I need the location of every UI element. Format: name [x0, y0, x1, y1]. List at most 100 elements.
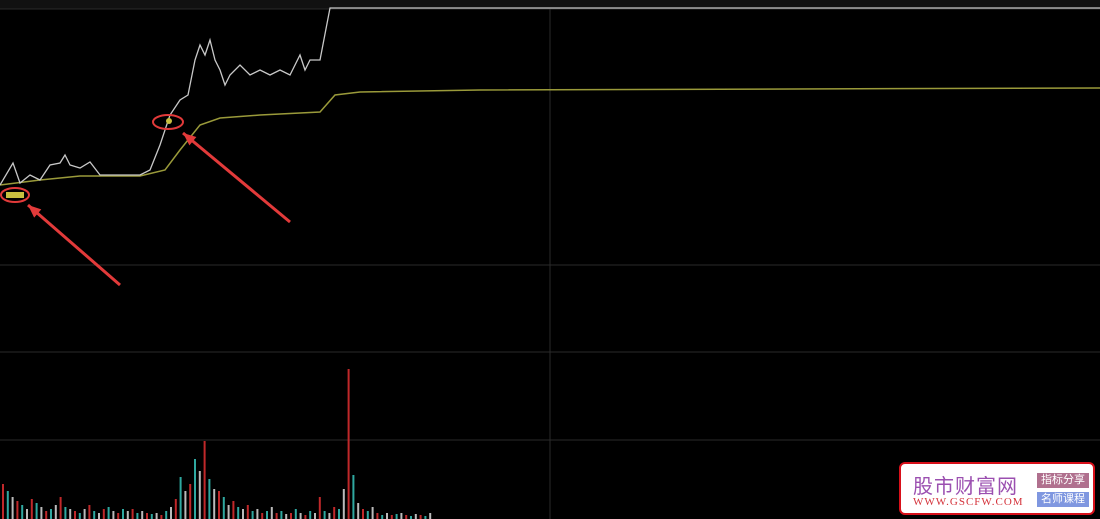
- logo-tag-2: 名师课程: [1037, 492, 1089, 507]
- volume-bar: [174, 499, 177, 519]
- volume-bar: [74, 511, 76, 519]
- volume-bar: [256, 509, 259, 519]
- volume-bar: [333, 507, 336, 519]
- volume-bar: [6, 491, 9, 519]
- volume-bar: [131, 509, 134, 519]
- volume-bar: [381, 515, 384, 519]
- volume-bar: [419, 515, 422, 519]
- volume-bar: [405, 515, 408, 519]
- volume-bar: [112, 511, 115, 519]
- volume-bar: [424, 516, 427, 519]
- volume-bar: [184, 491, 187, 519]
- volume-bar: [198, 471, 201, 519]
- volume-bar: [395, 514, 398, 519]
- volume-bar: [136, 513, 139, 519]
- volume-bar: [16, 501, 19, 519]
- volume-bar: [83, 509, 86, 519]
- volume-bar: [347, 369, 350, 519]
- volume-bar: [237, 507, 240, 519]
- volume-bar: [88, 505, 91, 519]
- volume-bar: [328, 513, 331, 519]
- volume-bar: [78, 513, 81, 519]
- arrow-head-2: [183, 133, 197, 146]
- volume-bar: [342, 489, 345, 519]
- volume-bar: [126, 511, 129, 519]
- volume-bar: [294, 509, 297, 519]
- volume-bar: [93, 511, 96, 519]
- volume-bar: [165, 511, 168, 519]
- price-line: [0, 7, 1100, 186]
- volume-bar: [285, 514, 288, 519]
- volume-bar: [266, 511, 268, 519]
- volume-bar: [218, 491, 220, 519]
- volume-bar: [429, 513, 432, 519]
- volume-bar: [414, 514, 417, 519]
- signal-label-1: [6, 192, 24, 198]
- volume-bar: [352, 475, 355, 519]
- signal-marker-1: [0, 187, 30, 203]
- volume-bar: [251, 511, 254, 519]
- volume-bar: [40, 507, 43, 519]
- volume-bar: [170, 507, 172, 519]
- volume-bar: [21, 505, 24, 519]
- volume-bar: [150, 514, 153, 519]
- volume-bar: [242, 509, 244, 519]
- volume-bar: [362, 509, 364, 519]
- watermark-logo: 股市财富网 WWW.GSCFW.COM 指标分享 名师课程: [899, 462, 1095, 515]
- volume-bar: [318, 497, 321, 519]
- volume-bar: [222, 497, 225, 519]
- volume-bar: [189, 484, 192, 519]
- volume-bar: [54, 505, 57, 519]
- volume-bar: [179, 477, 182, 519]
- volume-bar: [102, 509, 105, 519]
- volume-bar: [203, 441, 206, 519]
- volume-bar: [338, 509, 340, 519]
- volume-bar: [50, 509, 52, 519]
- volume-bar: [45, 511, 48, 519]
- volume-bar: [11, 497, 14, 519]
- volume-bar: [386, 513, 388, 519]
- volume-bar: [213, 489, 216, 519]
- signal-marker-2: [152, 114, 184, 130]
- volume-bar: [194, 459, 196, 519]
- volume-bar: [2, 484, 4, 519]
- logo-url: WWW.GSCFW.COM: [913, 496, 1024, 508]
- volume-bar: [275, 513, 278, 519]
- annotation-arrow-1: [27, 203, 121, 287]
- volume-bar: [304, 515, 307, 519]
- volume-bar: [371, 507, 374, 519]
- volume-bar: [232, 501, 235, 519]
- volume-bar: [160, 515, 163, 519]
- annotation-arrow-2: [182, 131, 291, 224]
- volume-bar: [376, 513, 379, 519]
- signal-dot-2: [166, 118, 172, 124]
- volume-bar: [410, 516, 412, 519]
- volume-bar: [270, 507, 273, 519]
- volume-bar: [35, 503, 38, 519]
- volume-bar: [69, 509, 72, 519]
- volume-bar: [314, 513, 316, 519]
- volume-bar: [290, 513, 292, 519]
- volume-bar: [400, 513, 403, 519]
- header-bar: [0, 0, 1100, 9]
- volume-bar: [155, 513, 158, 519]
- volume-bar: [64, 507, 67, 519]
- average-price-line: [0, 87, 1100, 186]
- volume-bar: [107, 507, 110, 519]
- logo-name: 股市财富网: [913, 474, 1018, 498]
- volume-bar: [117, 513, 120, 519]
- volume-bar: [98, 513, 100, 519]
- volume-bar: [208, 479, 211, 519]
- volume-bar: [357, 503, 360, 519]
- volume-bar: [246, 505, 249, 519]
- volume-bar: [390, 515, 393, 519]
- volume-bar: [26, 509, 28, 519]
- volume-bar: [30, 499, 33, 519]
- logo-tag-1: 指标分享: [1037, 473, 1089, 488]
- volume-bar: [141, 511, 144, 519]
- volume-bar: [59, 497, 62, 519]
- volume-bar: [122, 509, 124, 519]
- volume-bar: [366, 511, 369, 519]
- volume-bar: [261, 513, 264, 519]
